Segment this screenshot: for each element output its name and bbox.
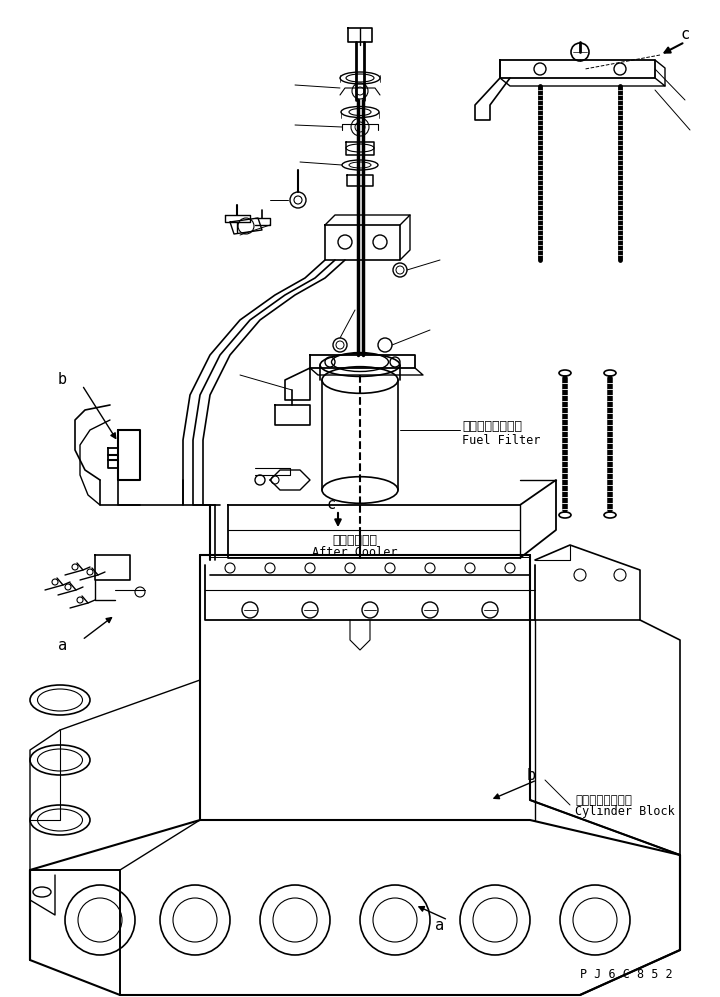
Text: a: a — [58, 637, 67, 652]
Text: c: c — [327, 498, 336, 512]
Text: フェエルフィルタ: フェエルフィルタ — [462, 421, 522, 434]
Text: a: a — [435, 917, 444, 932]
Text: b: b — [58, 373, 67, 388]
Text: シリンダブロック: シリンダブロック — [575, 794, 632, 807]
Text: P J 6 C 8 5 2: P J 6 C 8 5 2 — [580, 968, 672, 981]
Text: After Cooler: After Cooler — [312, 546, 397, 559]
Text: アフタクーラ: アフタクーラ — [333, 533, 377, 546]
Text: c: c — [680, 28, 689, 43]
Text: Fuel Filter: Fuel Filter — [462, 434, 541, 447]
Text: Cylinder Block: Cylinder Block — [575, 806, 675, 819]
Text: b: b — [527, 768, 536, 783]
